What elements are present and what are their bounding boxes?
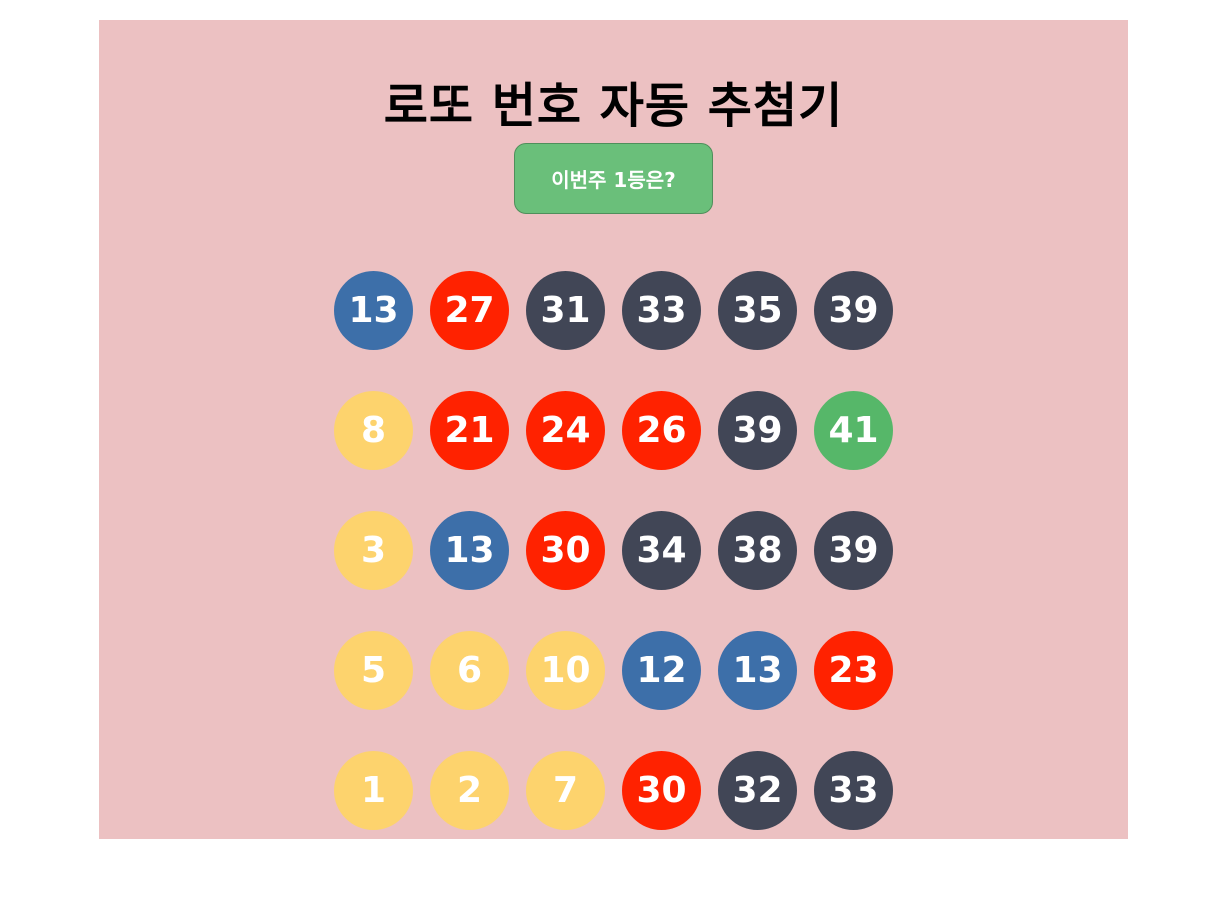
lotto-panel: 로또 번호 자동 추첨기 이번주 1등은? 13 27 31 33 35 39 8 21 24 2…	[99, 20, 1128, 839]
lotto-ball: 39	[814, 271, 893, 350]
lotto-row: 13 27 31 33 35 39	[334, 271, 893, 350]
lotto-ball: 6	[430, 631, 509, 710]
lotto-row: 1 2 7 30 32 33	[334, 751, 893, 830]
lotto-ball: 1	[334, 751, 413, 830]
lotto-ball: 39	[718, 391, 797, 470]
lotto-ball: 10	[526, 631, 605, 710]
lotto-ball: 3	[334, 511, 413, 590]
lotto-ball: 38	[718, 511, 797, 590]
lotto-ball: 13	[718, 631, 797, 710]
lotto-ball: 7	[526, 751, 605, 830]
lotto-ball: 13	[334, 271, 413, 350]
lotto-ball: 27	[430, 271, 509, 350]
lotto-row: 5 6 10 12 13 23	[334, 631, 893, 710]
lotto-ball: 8	[334, 391, 413, 470]
lotto-ball: 23	[814, 631, 893, 710]
page-title: 로또 번호 자동 추첨기	[383, 78, 844, 134]
lotto-row: 3 13 30 34 38 39	[334, 511, 893, 590]
lotto-ball: 31	[526, 271, 605, 350]
lotto-ball: 30	[622, 751, 701, 830]
lotto-ball: 13	[430, 511, 509, 590]
lotto-ball: 35	[718, 271, 797, 350]
lotto-rows: 13 27 31 33 35 39 8 21 24 26 39 41 3 13 30 34 38 39 5 6 10 12…	[334, 271, 893, 839]
lotto-row: 8 21 24 26 39 41	[334, 391, 893, 470]
lotto-ball: 21	[430, 391, 509, 470]
lotto-ball: 2	[430, 751, 509, 830]
lotto-ball: 32	[718, 751, 797, 830]
lotto-ball: 26	[622, 391, 701, 470]
lotto-ball: 33	[814, 751, 893, 830]
lotto-ball: 24	[526, 391, 605, 470]
lotto-ball: 12	[622, 631, 701, 710]
lotto-ball: 34	[622, 511, 701, 590]
lotto-ball: 41	[814, 391, 893, 470]
draw-button[interactable]: 이번주 1등은?	[514, 143, 713, 214]
lotto-ball: 33	[622, 271, 701, 350]
lotto-ball: 5	[334, 631, 413, 710]
lotto-ball: 39	[814, 511, 893, 590]
lotto-ball: 30	[526, 511, 605, 590]
